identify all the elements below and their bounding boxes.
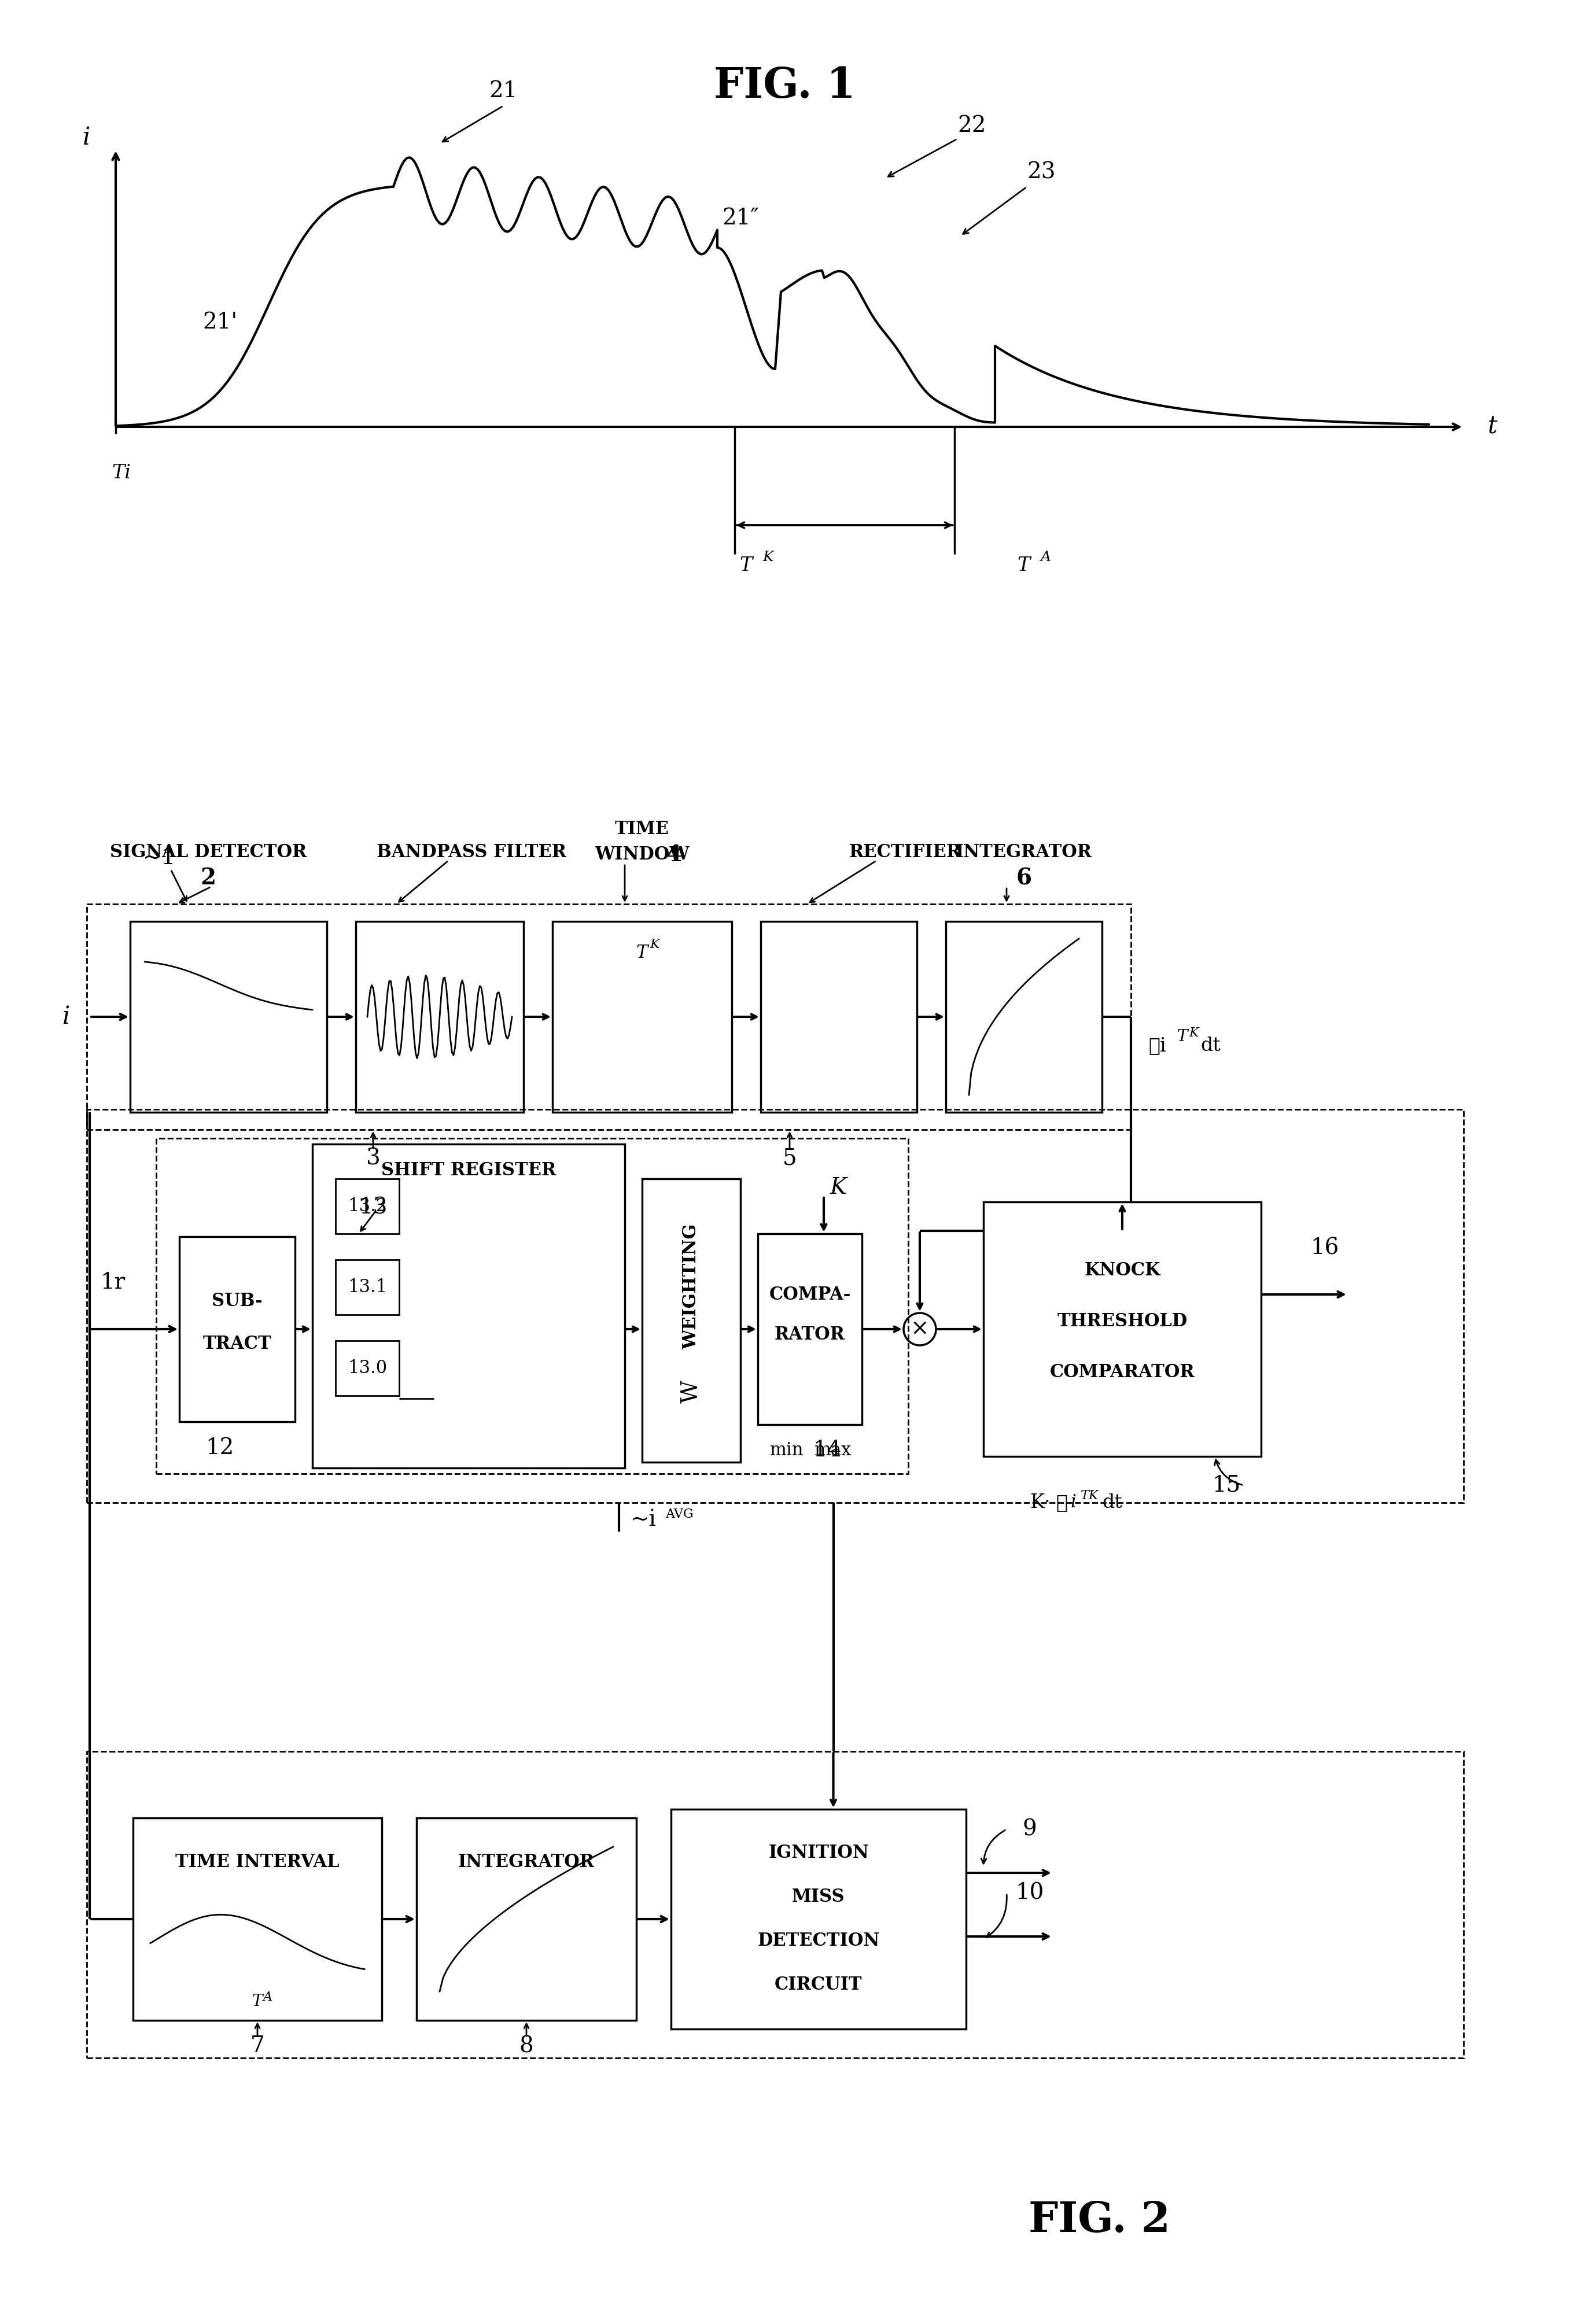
Bar bbox=[670, 1808, 966, 2029]
Text: SIGNAL DETECTOR: SIGNAL DETECTOR bbox=[110, 844, 306, 860]
Text: t: t bbox=[1488, 414, 1498, 439]
Text: K·: K· bbox=[1030, 1494, 1050, 1513]
Text: T: T bbox=[253, 1994, 262, 2010]
Text: K: K bbox=[831, 1176, 846, 1199]
Bar bbox=[86, 904, 1130, 1129]
Text: DETECTION: DETECTION bbox=[757, 1931, 879, 1950]
Bar bbox=[758, 1234, 862, 1425]
Bar bbox=[642, 1178, 741, 1462]
Text: A: A bbox=[1041, 551, 1050, 565]
Bar bbox=[336, 1341, 399, 1397]
Bar bbox=[312, 1143, 625, 1469]
Text: FIG. 1: FIG. 1 bbox=[714, 65, 856, 107]
Text: TK: TK bbox=[1080, 1490, 1099, 1501]
Text: 13.0: 13.0 bbox=[347, 1360, 388, 1378]
Text: 8: 8 bbox=[520, 2036, 534, 2057]
Text: A: A bbox=[264, 1992, 273, 2003]
Text: K: K bbox=[1188, 1027, 1198, 1039]
Text: W: W bbox=[680, 1380, 702, 1404]
Text: 15: 15 bbox=[1212, 1476, 1240, 1497]
Text: BANDPASS FILTER: BANDPASS FILTER bbox=[377, 844, 567, 860]
Text: INTEGRATOR: INTEGRATOR bbox=[458, 1855, 595, 1871]
Text: WEIGHTING: WEIGHTING bbox=[683, 1225, 700, 1350]
Text: RATOR: RATOR bbox=[774, 1327, 845, 1343]
Text: TIME: TIME bbox=[615, 820, 669, 839]
Text: 1r: 1r bbox=[100, 1271, 126, 1294]
Text: Ti: Ti bbox=[111, 465, 130, 483]
Text: SHIFT REGISTER: SHIFT REGISTER bbox=[382, 1162, 556, 1178]
Text: 5: 5 bbox=[782, 1148, 798, 1169]
Text: max: max bbox=[815, 1441, 851, 1459]
Bar bbox=[553, 920, 732, 1113]
Bar bbox=[983, 1202, 1261, 1457]
Text: 7: 7 bbox=[250, 2036, 265, 2057]
Text: THRESHOLD: THRESHOLD bbox=[1057, 1313, 1187, 1329]
Text: 21″: 21″ bbox=[722, 207, 758, 230]
Text: dt: dt bbox=[1102, 1494, 1123, 1513]
Text: 9: 9 bbox=[1022, 1820, 1036, 1841]
Text: 21': 21' bbox=[203, 311, 237, 332]
Text: AVG: AVG bbox=[666, 1508, 694, 1520]
Text: T: T bbox=[636, 944, 648, 962]
Bar bbox=[336, 1260, 399, 1315]
Text: ∯: ∯ bbox=[1055, 1494, 1068, 1513]
Text: ~1: ~1 bbox=[143, 846, 176, 869]
Text: 3: 3 bbox=[366, 1148, 380, 1169]
Text: K: K bbox=[650, 939, 659, 951]
Text: 4: 4 bbox=[666, 844, 681, 867]
Text: 22: 22 bbox=[958, 116, 986, 137]
Bar bbox=[336, 1178, 399, 1234]
Text: 12: 12 bbox=[206, 1436, 234, 1459]
Text: INTEGRATOR: INTEGRATOR bbox=[956, 844, 1093, 860]
Text: T: T bbox=[1178, 1030, 1188, 1046]
Text: 21: 21 bbox=[488, 81, 518, 102]
Text: 13: 13 bbox=[360, 1197, 388, 1218]
Text: 23: 23 bbox=[1027, 163, 1055, 184]
Bar bbox=[356, 920, 523, 1113]
Text: IGNITION: IGNITION bbox=[768, 1845, 868, 1862]
Bar bbox=[761, 920, 917, 1113]
Text: MISS: MISS bbox=[791, 1887, 845, 1906]
Text: T: T bbox=[739, 555, 752, 574]
Text: COMPA-: COMPA- bbox=[769, 1285, 851, 1304]
Text: 16: 16 bbox=[1311, 1236, 1339, 1260]
Bar bbox=[86, 1109, 1463, 1504]
Text: SUB-: SUB- bbox=[212, 1292, 262, 1311]
Text: ~i: ~i bbox=[631, 1508, 656, 1532]
Text: 13.1: 13.1 bbox=[347, 1278, 388, 1297]
Text: i: i bbox=[1071, 1494, 1075, 1511]
Bar bbox=[416, 1817, 636, 2020]
Text: TIME INTERVAL: TIME INTERVAL bbox=[176, 1855, 339, 1871]
Text: i: i bbox=[83, 125, 91, 149]
Text: 10: 10 bbox=[1016, 1882, 1044, 1903]
Text: 2: 2 bbox=[201, 867, 217, 890]
Text: TRACT: TRACT bbox=[203, 1334, 272, 1353]
Bar bbox=[130, 920, 327, 1113]
Text: RECTIFIER: RECTIFIER bbox=[849, 844, 961, 860]
Bar bbox=[133, 1817, 382, 2020]
Text: i: i bbox=[63, 1004, 71, 1030]
Text: min: min bbox=[769, 1441, 804, 1459]
Text: dt: dt bbox=[1201, 1037, 1220, 1055]
Bar bbox=[155, 1139, 907, 1473]
Text: K: K bbox=[763, 551, 774, 565]
Text: ∯i: ∯i bbox=[1148, 1037, 1167, 1055]
Text: WINDOW: WINDOW bbox=[595, 846, 689, 865]
Text: COMPARATOR: COMPARATOR bbox=[1050, 1364, 1195, 1380]
Text: CIRCUIT: CIRCUIT bbox=[774, 1975, 862, 1994]
Text: FIG. 2: FIG. 2 bbox=[1028, 2199, 1170, 2240]
Text: ×: × bbox=[911, 1318, 929, 1341]
Text: 13.2: 13.2 bbox=[347, 1197, 388, 1215]
Text: T: T bbox=[1017, 555, 1030, 574]
Text: 6: 6 bbox=[1016, 867, 1031, 890]
Text: KNOCK: KNOCK bbox=[1085, 1262, 1160, 1281]
Bar bbox=[179, 1236, 295, 1422]
Text: 14: 14 bbox=[813, 1441, 842, 1462]
Bar bbox=[945, 920, 1102, 1113]
Bar bbox=[86, 1752, 1463, 2059]
